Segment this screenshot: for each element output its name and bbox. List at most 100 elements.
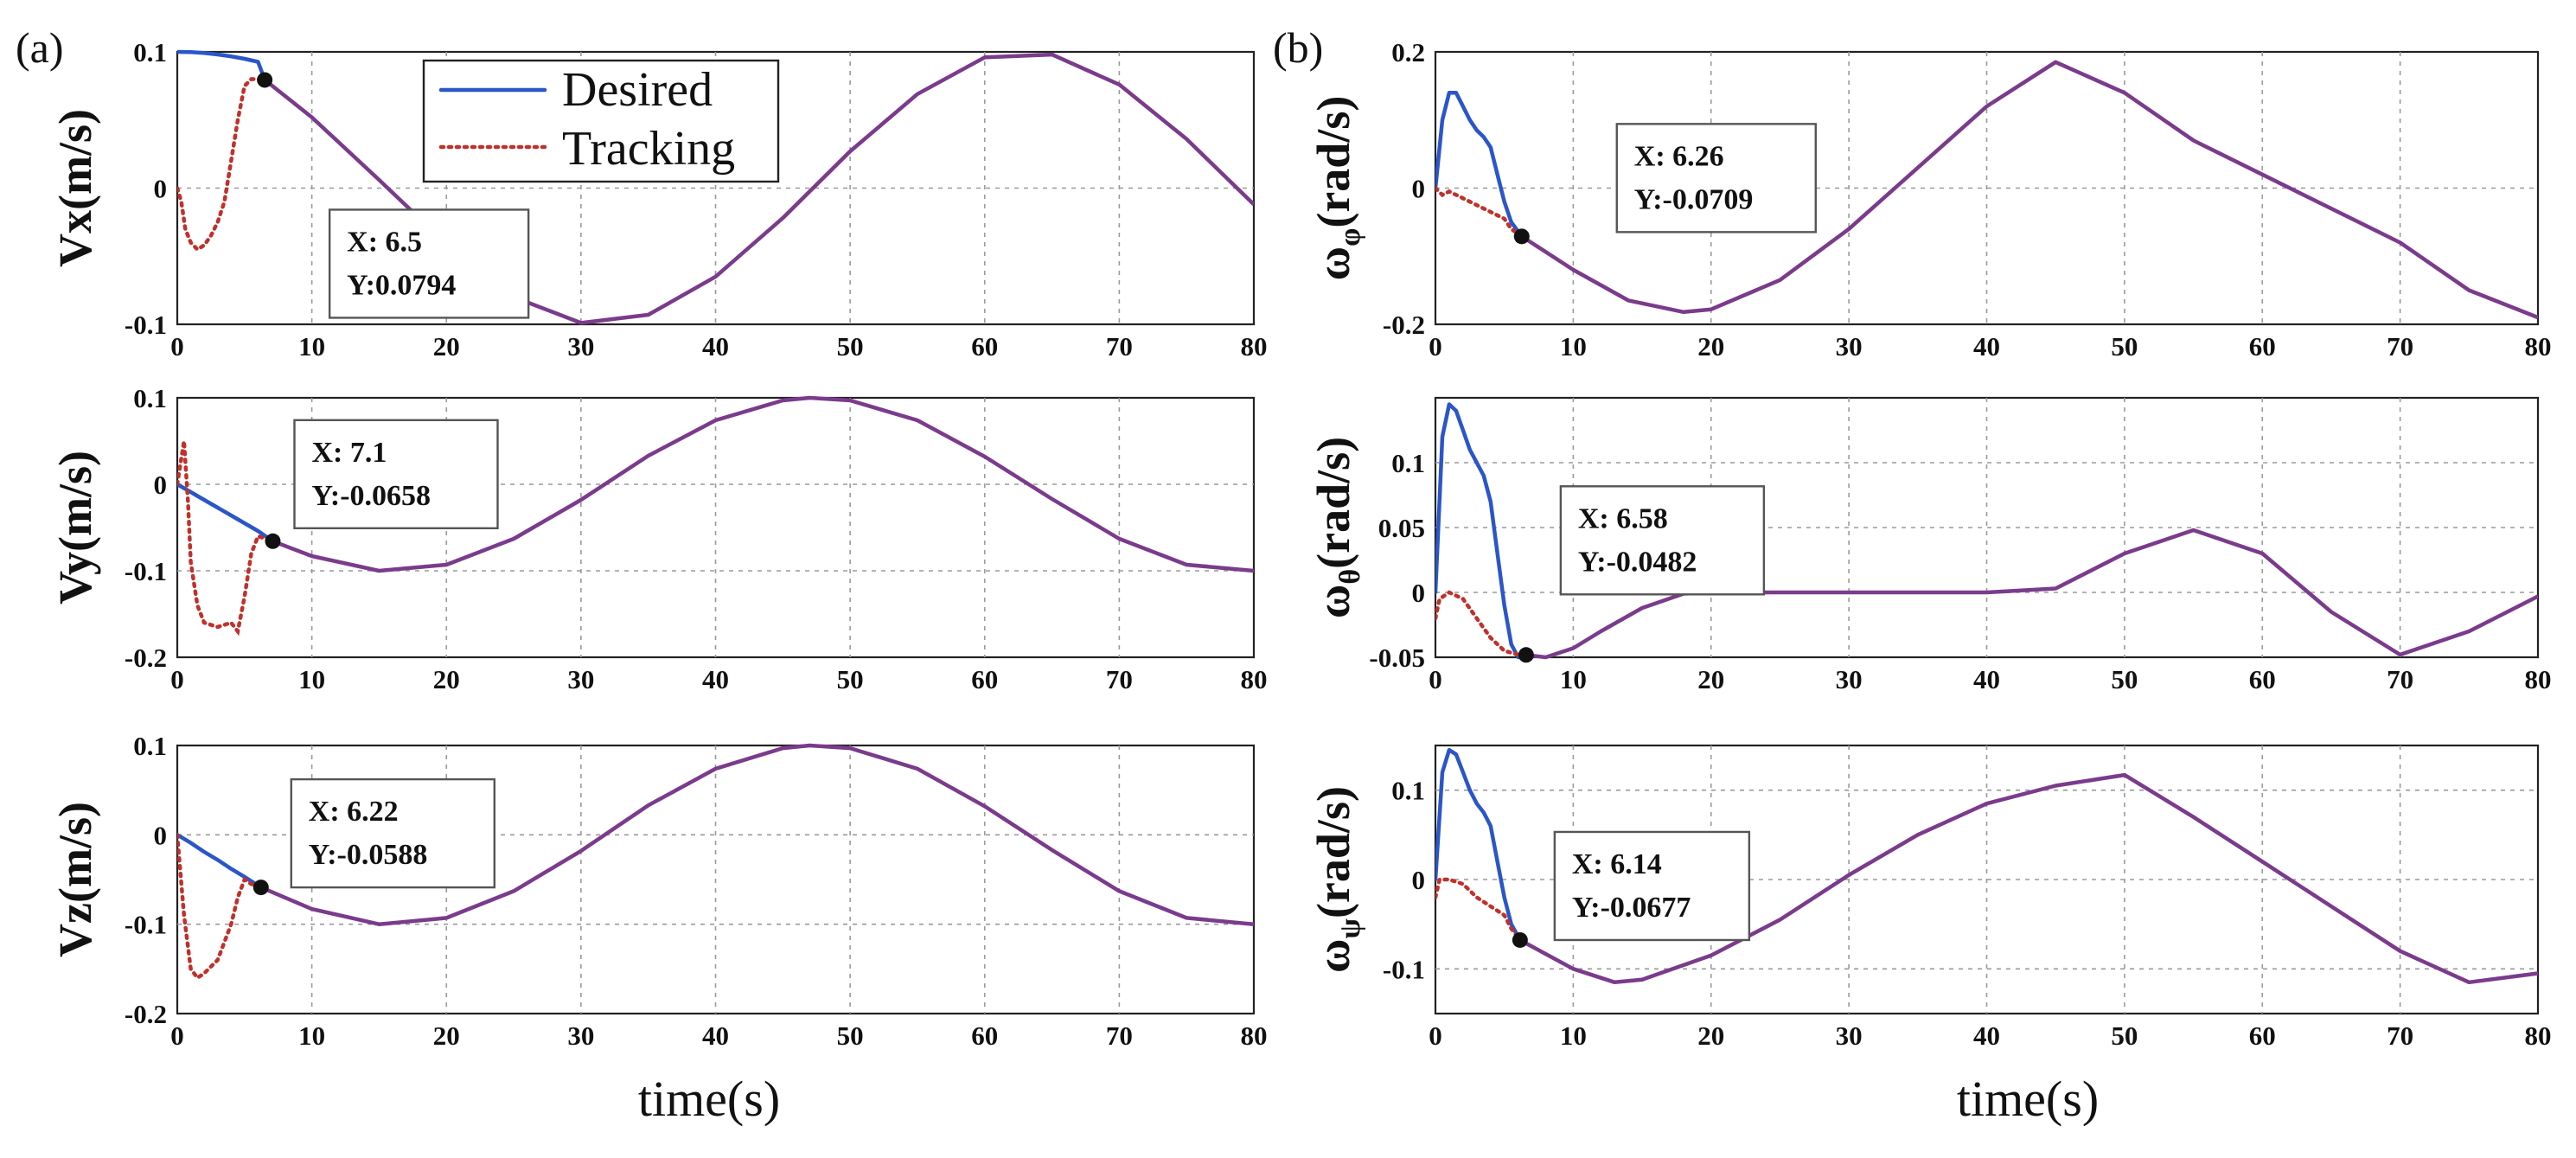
x-tick-label: 80 <box>1241 331 1268 361</box>
x-tick-label: 60 <box>2249 1020 2276 1051</box>
series-line-tracking <box>1435 186 1525 239</box>
y-tick-label: -0.1 <box>125 910 167 940</box>
series-line-tracking <box>177 440 275 637</box>
x-tick-label: 30 <box>567 331 594 361</box>
legend-label-tracking: Tracking <box>562 122 735 176</box>
series-line-tracking <box>1435 590 1529 657</box>
x-tick-label: 70 <box>1106 1020 1133 1051</box>
subplot-wpsi: 0 10 20 30 40 50 60 70 80 0.1 0 -0.1 ωψ(rad/s) X: 6.1… <box>1307 744 2552 1051</box>
x-tick-label: 50 <box>837 331 864 361</box>
subplot-vz: 0 10 20 30 40 50 60 70 80 0.1 0 -0.1 -0.2 Vz(m/s) X: 6… <box>49 731 1268 1051</box>
x-tick-label: 40 <box>1973 1020 2000 1051</box>
datatip-y-label: Y:-0.0658 <box>311 480 431 512</box>
y-tick-label: 0.05 <box>1378 513 1425 543</box>
x-tick-label: 0 <box>1429 331 1442 361</box>
datatip-y-label: Y:-0.0482 <box>1578 546 1697 578</box>
datatip-marker <box>257 72 273 88</box>
y-axis-label: ωφ(rad/s) <box>1307 96 1366 281</box>
y-tick-label: -0.2 <box>125 643 167 673</box>
series-line-desired <box>177 49 267 82</box>
datatip-marker <box>252 880 269 896</box>
series-line-combined <box>1525 528 2538 660</box>
panel-label-a: (a) <box>16 23 64 72</box>
y-tick-label: 0.1 <box>133 37 167 67</box>
x-axis-label-left: time(s) <box>638 1071 780 1127</box>
series-line-desired <box>177 482 275 544</box>
x-tick-label: 80 <box>1241 1020 1268 1051</box>
datatip-marker <box>1518 647 1534 663</box>
y-tick-label: -0.2 <box>125 999 167 1029</box>
x-tick-label: 0 <box>1429 1020 1442 1051</box>
y-tick-label: -0.2 <box>1383 310 1425 340</box>
subplot-grid: 0 10 20 30 40 50 60 70 800.10-0.1Vx(m/s)X: 6.5Y:… <box>49 37 2552 1051</box>
y-tick-label: 0 <box>154 470 168 500</box>
panel-label-b: (b) <box>1273 23 1323 72</box>
legend-label-desired: Desired <box>562 63 713 117</box>
x-tick-label: 70 <box>2387 1020 2413 1051</box>
x-tick-label: 20 <box>1697 1020 1724 1051</box>
x-tick-label: 20 <box>1697 331 1724 361</box>
subplot-vy: 0 10 20 30 40 50 60 70 80 0.1 0 -0.1 -0.2 Vy(m/s) X: 7… <box>49 383 1268 694</box>
datatip-box <box>290 777 495 889</box>
y-tick-label: 0.1 <box>1391 448 1425 478</box>
datatip-box <box>1559 485 1766 596</box>
y-axis-label: ωθ(rad/s) <box>1307 437 1366 618</box>
y-tick-label: 0 <box>1412 578 1426 608</box>
x-axis-label-right: time(s) <box>1957 1071 2099 1127</box>
y-tick-label: 0.1 <box>1391 776 1425 806</box>
datatip-y-label: Y:-0.0588 <box>309 839 428 871</box>
x-tick-label: 70 <box>2387 331 2413 361</box>
x-tick-label: 60 <box>2249 664 2276 694</box>
x-tick-label: 80 <box>2525 664 2552 694</box>
x-tick-label: 20 <box>1697 664 1724 694</box>
x-tick-label: 10 <box>1560 331 1587 361</box>
series-line-tracking <box>177 77 267 253</box>
x-tick-label: 60 <box>971 1020 998 1051</box>
x-tick-label: 30 <box>567 1020 594 1051</box>
datatip-marker <box>1513 228 1530 245</box>
datatip-box <box>1615 123 1817 234</box>
datatip-x-label: X: 6.58 <box>1578 502 1668 534</box>
x-tick-label: 0 <box>170 1020 184 1051</box>
series-line-desired <box>177 833 264 890</box>
datatip-box <box>293 419 499 529</box>
x-tick-label: 70 <box>1106 331 1133 361</box>
x-tick-label: 70 <box>2387 664 2413 694</box>
y-tick-label: -0.1 <box>1383 954 1425 984</box>
series-line-desired <box>1435 747 1523 943</box>
x-tick-label: 10 <box>298 664 325 694</box>
x-tick-label: 0 <box>1429 664 1442 694</box>
y-tick-label: 0 <box>154 820 168 850</box>
y-tick-label: 0.1 <box>133 383 167 413</box>
y-tick-label: 0 <box>1412 174 1426 204</box>
x-tick-label: 20 <box>433 331 460 361</box>
y-tick-label: -0.05 <box>1369 643 1425 673</box>
x-tick-label: 60 <box>971 664 998 694</box>
datatip-marker <box>265 533 281 549</box>
y-axis-label: Vx(m/s) <box>49 109 101 267</box>
x-tick-label: 50 <box>837 664 864 694</box>
x-tick-label: 60 <box>2249 331 2276 361</box>
series-line-desired <box>1435 91 1525 239</box>
x-tick-label: 80 <box>1241 664 1268 694</box>
datatip-x-label: X: 7.1 <box>311 437 387 469</box>
y-axis-label: Vy(m/s) <box>49 451 101 605</box>
datatip-x-label: X: 6.26 <box>1634 140 1724 172</box>
x-tick-label: 80 <box>2525 1020 2552 1051</box>
x-tick-label: 10 <box>1560 1020 1587 1051</box>
y-tick-label: 0 <box>1412 865 1426 895</box>
series-line-combined <box>259 743 1254 926</box>
y-tick-label: -0.1 <box>125 310 167 340</box>
series-line-desired <box>1435 402 1529 660</box>
x-tick-label: 30 <box>1836 331 1863 361</box>
y-tick-label: 0.1 <box>133 731 167 761</box>
x-tick-label: 40 <box>702 664 729 694</box>
series-line-combined <box>272 395 1254 573</box>
x-tick-label: 20 <box>433 1020 460 1051</box>
x-tick-label: 0 <box>170 664 184 694</box>
series-line-combined <box>1520 60 2538 320</box>
subplot-wphi: 0 10 20 30 40 50 60 70 800.20-0.2ωφ(rad/s) X: 6.2… <box>1307 37 2552 361</box>
x-tick-label: 20 <box>433 664 460 694</box>
series-line-tracking <box>1435 877 1523 943</box>
series-line-combined <box>1518 772 2538 985</box>
